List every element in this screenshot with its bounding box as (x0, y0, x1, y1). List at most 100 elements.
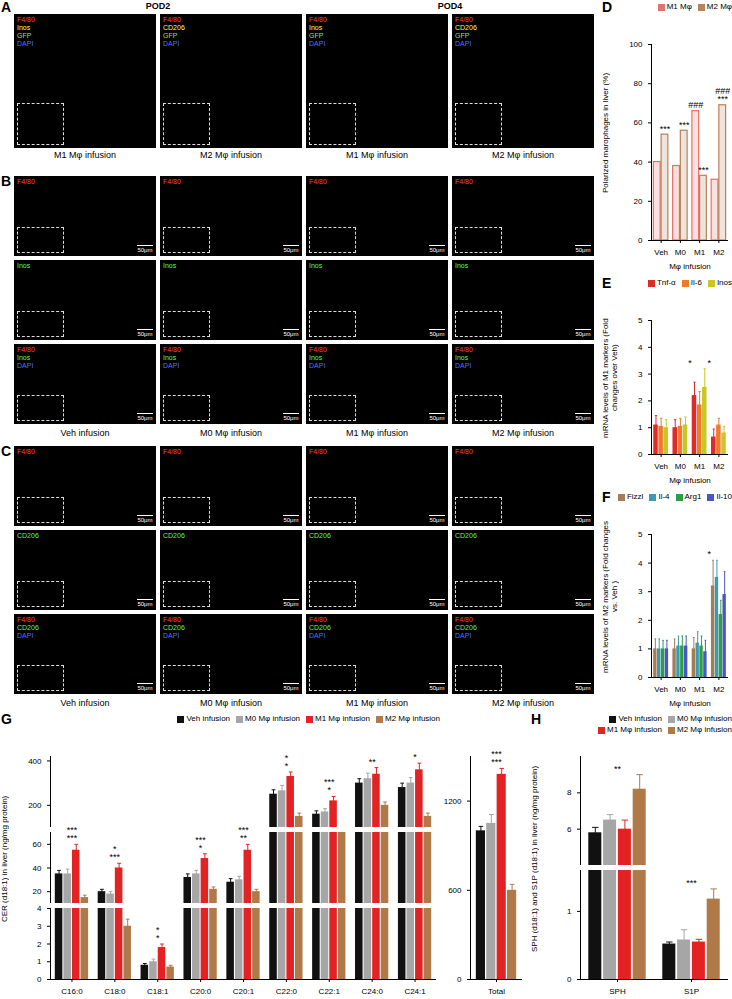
svg-text:*: * (707, 549, 711, 559)
svg-text:6: 6 (567, 825, 572, 834)
svg-text:100: 100 (629, 40, 643, 49)
svg-text:1: 1 (638, 423, 643, 432)
svg-text:***: *** (324, 777, 335, 787)
svg-text:M0: M0 (675, 248, 687, 257)
svg-text:1: 1 (37, 957, 42, 966)
svg-text:80: 80 (634, 79, 643, 88)
html-text:A: A (1, 0, 12, 15)
svg-text:Veh: Veh (654, 462, 668, 471)
svg-text:60: 60 (33, 840, 42, 849)
svg-text:M1: M1 (694, 685, 706, 694)
svg-text:*: * (113, 844, 117, 854)
svg-text:C18:1: C18:1 (147, 987, 169, 996)
svg-text:5: 5 (638, 530, 643, 539)
svg-text:M2: M2 (713, 248, 725, 257)
svg-text:M1: M1 (694, 248, 706, 257)
svg-text:M0: M0 (675, 462, 687, 471)
svg-text:2: 2 (638, 396, 643, 405)
html-text:M1 Mφ infusion: M1 Mφ infusion (54, 150, 116, 160)
svg-text:20: 20 (33, 887, 42, 896)
svg-text:0: 0 (638, 450, 643, 459)
svg-text:***: *** (67, 825, 78, 835)
html-text:POD2: POD2 (145, 1, 171, 11)
svg-text:***: *** (195, 835, 206, 845)
svg-text:*: * (285, 753, 289, 763)
svg-text:S1P: S1P (684, 987, 699, 996)
svg-text:1: 1 (567, 907, 572, 916)
svg-text:40: 40 (33, 864, 42, 873)
svg-text:C20:0: C20:0 (190, 987, 212, 996)
svg-text:*: * (707, 358, 711, 368)
html-text:G: G (1, 711, 12, 727)
svg-text:C24:1: C24:1 (404, 987, 426, 996)
html-text:B: B (1, 173, 12, 189)
svg-text:***: *** (698, 165, 709, 175)
svg-text:***: *** (491, 749, 502, 759)
html-text:M1 Mφ infusion: M1 Mφ infusion (346, 150, 408, 160)
svg-text:4: 4 (638, 559, 643, 568)
html-text:M0 Mφ infusion: M0 Mφ infusion (200, 428, 262, 438)
svg-text:400: 400 (28, 756, 42, 765)
html-text:M2 Mφ infusion: M2 Mφ infusion (200, 150, 262, 160)
svg-text:C18:0: C18:0 (104, 987, 126, 996)
svg-text:SPH: SPH (609, 987, 626, 996)
svg-text:*: * (413, 752, 417, 762)
svg-text:600: 600 (448, 886, 462, 895)
svg-text:M2: M2 (713, 462, 725, 471)
html-text:M2 Mφ infusion: M2 Mφ infusion (492, 150, 554, 160)
svg-text:5: 5 (638, 316, 643, 325)
svg-text:***: *** (660, 124, 671, 134)
html-text:Veh infusion: Veh infusion (60, 428, 110, 438)
html-text:mRNA levels of M1 markers (Fol: mRNA levels of M1 markers (Fold changes … (601, 318, 619, 438)
svg-text:Total: Total (488, 987, 505, 996)
svg-text:0: 0 (457, 975, 462, 984)
html-text:D: D (602, 0, 613, 15)
svg-text:3: 3 (638, 587, 643, 596)
svg-text:M2: M2 (713, 685, 725, 694)
html-text:mRNA levels of M2 markers (Fol: mRNA levels of M2 markers (Fold changes … (601, 520, 619, 673)
svg-text:60: 60 (634, 118, 643, 127)
svg-text:###: ### (688, 100, 703, 110)
svg-text:200: 200 (28, 801, 42, 810)
html-text:POD4: POD4 (437, 1, 463, 11)
html-text:C: C (1, 443, 12, 459)
svg-text:Veh: Veh (654, 685, 668, 694)
svg-text:**: ** (369, 757, 377, 767)
svg-text:C24:0: C24:0 (361, 987, 383, 996)
svg-text:C20:1: C20:1 (233, 987, 255, 996)
svg-text:Mφ infusion: Mφ infusion (669, 699, 711, 708)
html-text:M1 Mφ infusion: M1 Mφ infusion (346, 428, 408, 438)
svg-text:1: 1 (638, 644, 643, 653)
svg-text:2: 2 (638, 616, 643, 625)
svg-text:Veh: Veh (654, 248, 668, 257)
svg-text:1200: 1200 (444, 797, 462, 806)
svg-text:0: 0 (638, 673, 643, 682)
svg-text:20: 20 (634, 197, 643, 206)
html-text:M2 Mφ infusion: M2 Mφ infusion (492, 428, 554, 438)
svg-text:8: 8 (567, 788, 572, 797)
svg-text:Mφ infusion: Mφ infusion (669, 476, 711, 485)
svg-text:4: 4 (638, 343, 643, 352)
svg-text:0: 0 (37, 975, 42, 984)
svg-text:M1: M1 (694, 462, 706, 471)
svg-text:***: *** (679, 120, 690, 130)
html-text:H: H (531, 711, 542, 727)
svg-text:4: 4 (37, 904, 42, 913)
svg-text:***: *** (238, 825, 249, 835)
svg-text:*: * (156, 925, 160, 935)
svg-text:3: 3 (37, 922, 42, 931)
svg-text:M0: M0 (675, 685, 687, 694)
svg-text:**: ** (614, 764, 622, 774)
svg-text:C16:0: C16:0 (61, 987, 83, 996)
svg-text:0: 0 (567, 975, 572, 984)
svg-text:###: ### (715, 86, 730, 96)
svg-text:0: 0 (638, 236, 643, 245)
svg-text:2: 2 (37, 940, 42, 949)
svg-text:*: * (688, 358, 692, 368)
svg-text:C22:1: C22:1 (319, 987, 341, 996)
svg-text:***: *** (686, 878, 697, 888)
svg-text:C22:0: C22:0 (276, 987, 298, 996)
svg-text:40: 40 (634, 158, 643, 167)
svg-text:Mφ infusion: Mφ infusion (669, 262, 711, 271)
svg-text:3: 3 (638, 370, 643, 379)
